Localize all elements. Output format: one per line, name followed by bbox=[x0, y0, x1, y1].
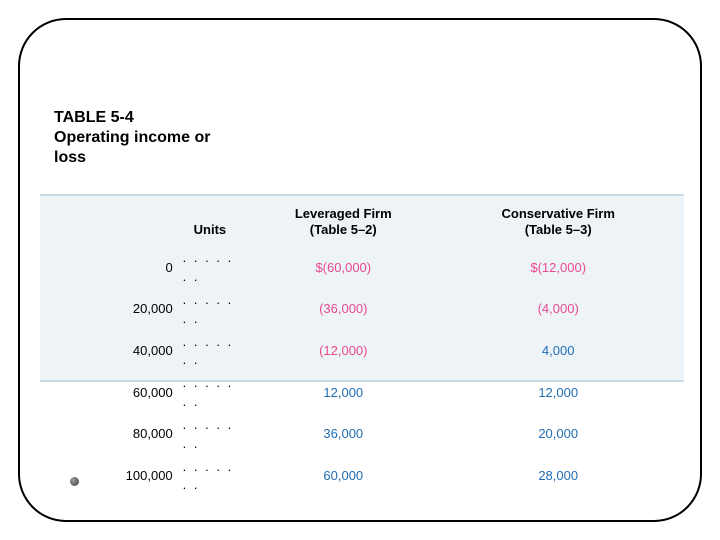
cell-leveraged: 12,000 bbox=[234, 372, 452, 414]
cell-dots: . . . . . . . bbox=[181, 289, 234, 331]
cell-units: 0 bbox=[60, 247, 181, 289]
slide-frame: TABLE 5-4 Operating income or loss Units… bbox=[18, 18, 702, 522]
cell-units: 60,000 bbox=[60, 372, 181, 414]
table-row: 20,000 . . . . . . . (36,000) (4,000) bbox=[60, 289, 664, 331]
cell-dots: . . . . . . . bbox=[181, 247, 234, 289]
table-header-row: Units Leveraged Firm (Table 5–2) Conserv… bbox=[60, 206, 664, 247]
income-table: Units Leveraged Firm (Table 5–2) Conserv… bbox=[60, 206, 664, 497]
cell-dots: . . . . . . . bbox=[181, 372, 234, 414]
cell-dots: . . . . . . . bbox=[181, 414, 234, 456]
table-body: 0 . . . . . . . $(60,000) $(12,000) 20,0… bbox=[60, 247, 664, 497]
cell-leveraged: $(60,000) bbox=[234, 247, 452, 289]
table-row: 40,000 . . . . . . . (12,000) 4,000 bbox=[60, 331, 664, 373]
title-line-2: Operating income or bbox=[54, 128, 210, 148]
bullet-icon bbox=[70, 477, 79, 486]
col-header-leveraged: Leveraged Firm (Table 5–2) bbox=[234, 206, 452, 247]
table-row: 100,000 . . . . . . . 60,000 28,000 bbox=[60, 456, 664, 498]
table-row: 0 . . . . . . . $(60,000) $(12,000) bbox=[60, 247, 664, 289]
cell-dots: . . . . . . . bbox=[181, 456, 234, 498]
title-line-1: TABLE 5-4 bbox=[54, 108, 210, 128]
cell-conservative: 12,000 bbox=[452, 372, 664, 414]
cell-conservative: 28,000 bbox=[452, 456, 664, 498]
table-row: 60,000 . . . . . . . 12,000 12,000 bbox=[60, 372, 664, 414]
col-header-leveraged-l2: (Table 5–2) bbox=[310, 222, 377, 237]
col-header-units: Units bbox=[60, 206, 234, 247]
cell-conservative: 4,000 bbox=[452, 331, 664, 373]
col-header-leveraged-l1: Leveraged Firm bbox=[295, 206, 392, 221]
table-title: TABLE 5-4 Operating income or loss bbox=[54, 108, 210, 168]
title-line-3: loss bbox=[54, 148, 210, 168]
cell-conservative: (4,000) bbox=[452, 289, 664, 331]
cell-leveraged: (12,000) bbox=[234, 331, 452, 373]
table-row: 80,000 . . . . . . . 36,000 20,000 bbox=[60, 414, 664, 456]
cell-units: 80,000 bbox=[60, 414, 181, 456]
col-header-conservative: Conservative Firm (Table 5–3) bbox=[452, 206, 664, 247]
cell-dots: . . . . . . . bbox=[181, 331, 234, 373]
cell-conservative: $(12,000) bbox=[452, 247, 664, 289]
col-header-conservative-l2: (Table 5–3) bbox=[525, 222, 592, 237]
cell-leveraged: 60,000 bbox=[234, 456, 452, 498]
cell-conservative: 20,000 bbox=[452, 414, 664, 456]
cell-units: 40,000 bbox=[60, 331, 181, 373]
cell-leveraged: 36,000 bbox=[234, 414, 452, 456]
col-header-conservative-l1: Conservative Firm bbox=[501, 206, 614, 221]
cell-units: 100,000 bbox=[60, 456, 181, 498]
table-container: Units Leveraged Firm (Table 5–2) Conserv… bbox=[40, 194, 684, 382]
cell-units: 20,000 bbox=[60, 289, 181, 331]
cell-leveraged: (36,000) bbox=[234, 289, 452, 331]
